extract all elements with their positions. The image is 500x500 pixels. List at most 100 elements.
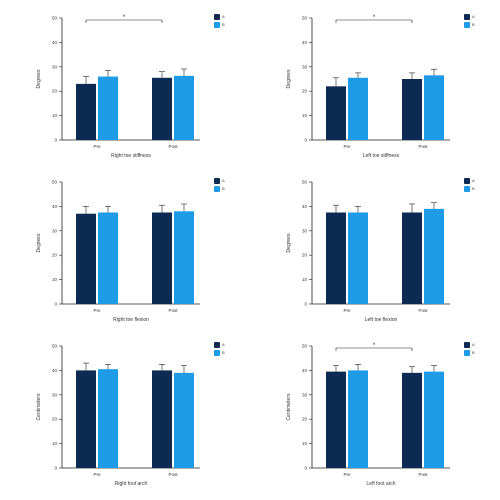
legend-label: B — [472, 22, 475, 27]
chart-panel-6: 0 10 20 30 40 50 Centimeters Pre Post Left foot a… — [268, 336, 498, 494]
legend-label: A — [222, 14, 225, 19]
y-tick-label: 50 — [302, 16, 308, 21]
y-tick-label: 0 — [54, 466, 57, 471]
legend-item: A — [464, 342, 475, 348]
y-tick-label: 50 — [52, 344, 58, 349]
y-tick-label: 20 — [52, 253, 58, 258]
x-axis-label: Right foot arch — [115, 481, 148, 487]
y-tick-label: 50 — [302, 180, 308, 185]
bar-post-a — [152, 370, 172, 468]
x-axis-label: Right toe flexion — [113, 317, 149, 323]
bar-post-b — [424, 75, 444, 140]
bar-post-a — [152, 212, 172, 304]
bar-post-b — [174, 75, 194, 140]
chart-panel-1: 0 10 20 30 40 50 Degrees Pre Post Right toe stiff… — [18, 8, 248, 166]
bar-pre-b — [98, 369, 118, 468]
legend-label: B — [222, 350, 225, 355]
y-axis-label: Degrees — [286, 69, 292, 88]
legend-swatch — [464, 14, 470, 20]
y-tick-label: 20 — [52, 89, 58, 94]
y-tick-label: 0 — [304, 138, 307, 143]
y-tick-label: 30 — [52, 228, 58, 233]
bar-pre-b — [98, 212, 118, 304]
bar-pre-a — [76, 213, 96, 304]
y-axis-label: Centimeters — [36, 393, 42, 420]
significance-marker: * — [123, 15, 126, 21]
chart-svg: 0 10 20 30 40 50 Degrees Pre Post Left toe flexio… — [286, 180, 450, 323]
legend-label: B — [222, 22, 225, 27]
y-tick-label: 20 — [302, 417, 308, 422]
y-tick-label: 40 — [52, 40, 58, 45]
y-tick-label: 30 — [302, 392, 308, 397]
chart-panel-5: 0 10 20 30 40 50 Centimeters Pre Post Right foot … — [18, 336, 248, 494]
chart-svg: 0 10 20 30 40 50 Centimeters Pre Post Right foot … — [36, 344, 200, 487]
bar-pre-b — [348, 370, 368, 468]
significance-bracket — [335, 19, 413, 23]
y-tick-label: 10 — [302, 113, 308, 118]
y-tick-label: 10 — [52, 277, 58, 282]
chart-svg: 0 10 20 30 40 50 Degrees Pre Post Right toe flexi… — [36, 180, 200, 323]
legend-label: B — [222, 186, 225, 191]
legend-swatch — [464, 178, 470, 184]
y-tick-label: 10 — [52, 113, 58, 118]
y-axis-label: Degrees — [36, 233, 42, 252]
x-tick-label: Pre — [93, 144, 101, 149]
y-axis-label: Degrees — [36, 69, 42, 88]
significance-marker: * — [373, 15, 376, 21]
y-tick-label: 0 — [54, 138, 57, 143]
legend-label: B — [472, 186, 475, 191]
x-axis-label: Left toe flexion — [365, 317, 398, 323]
y-tick-label: 20 — [52, 417, 58, 422]
legend-swatch — [464, 22, 470, 28]
y-tick-label: 0 — [304, 302, 307, 307]
bar-post-b — [424, 208, 444, 304]
legend-swatch — [214, 178, 220, 184]
bar-post-a — [402, 372, 422, 468]
x-tick-label: Post — [168, 472, 178, 477]
y-tick-label: 0 — [304, 466, 307, 471]
legend-label: A — [222, 342, 225, 347]
y-tick-label: 20 — [302, 89, 308, 94]
significance-bracket — [85, 19, 163, 23]
x-tick-label: Post — [418, 472, 428, 477]
chart-panel-3: 0 10 20 30 40 50 Degrees Pre Post Right toe flexi… — [18, 172, 248, 330]
legend-swatch — [214, 342, 220, 348]
legend-item: B — [214, 350, 225, 356]
legend-swatch — [214, 186, 220, 192]
significance-marker: * — [373, 343, 376, 349]
bar-post-a — [402, 79, 422, 140]
legend-item: B — [214, 22, 225, 28]
chart-svg: 0 10 20 30 40 50 Degrees Pre Post Right toe stiff… — [36, 15, 200, 159]
x-tick-label: Post — [168, 144, 178, 149]
legend-label: A — [472, 178, 475, 183]
legend-swatch — [214, 22, 220, 28]
bar-post-b — [174, 211, 194, 304]
y-tick-label: 10 — [302, 441, 308, 446]
bar-post-a — [152, 77, 172, 140]
bar-pre-a — [326, 371, 346, 468]
legend-label: A — [222, 178, 225, 183]
x-tick-label: Pre — [93, 308, 101, 313]
y-tick-label: 40 — [52, 204, 58, 209]
legend-item: A — [214, 178, 225, 184]
legend-item: A — [214, 14, 225, 20]
x-axis-label: Right toe stiffness — [111, 153, 151, 159]
bar-post-b — [424, 371, 444, 468]
legend-item: B — [464, 22, 475, 28]
legend-item: B — [464, 350, 475, 356]
y-tick-label: 40 — [302, 40, 308, 45]
x-axis-label: Left foot arch — [366, 481, 395, 487]
x-tick-label: Post — [168, 308, 178, 313]
bar-pre-a — [326, 212, 346, 304]
y-tick-label: 30 — [302, 228, 308, 233]
x-tick-label: Pre — [343, 144, 351, 149]
legend-label: A — [472, 342, 475, 347]
x-tick-label: Pre — [93, 472, 101, 477]
legend-swatch — [214, 14, 220, 20]
x-tick-label: Post — [418, 308, 428, 313]
